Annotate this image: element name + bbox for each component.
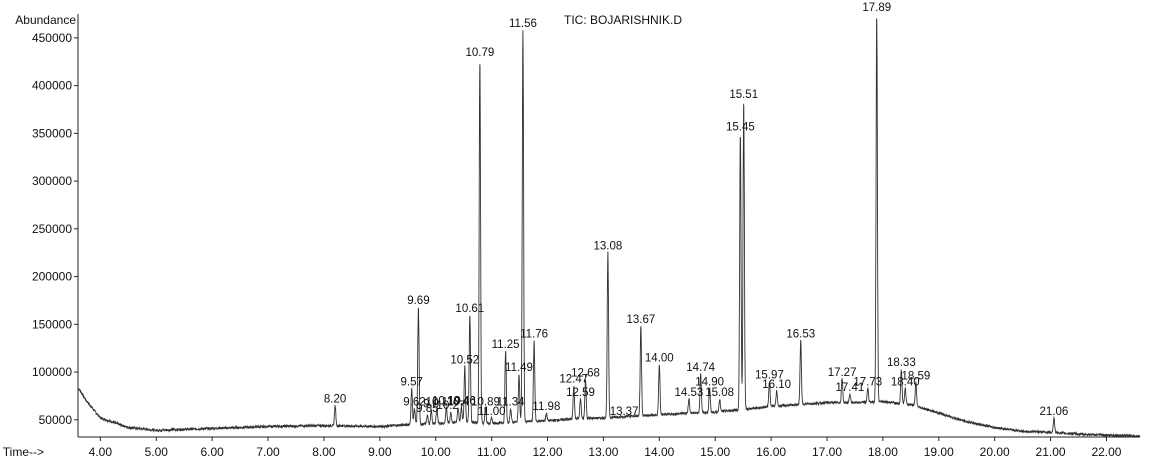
peak-label: 10.46 [447,395,476,407]
peak-label: 15.45 [726,121,755,133]
peak-label: 10.61 [455,303,484,315]
peak-label: 14.90 [695,376,724,388]
peak-label: 13.37 [610,406,639,418]
x-tick-label: 5.00 [145,445,169,459]
y-ticks: 50000 100000 150000 200000 250000 300000 35000… [32,31,78,427]
peak-label: 8.20 [324,393,346,405]
peak-label: 11.25 [492,339,520,351]
peak-label: 10.1 [426,396,448,408]
peak-label: 17.73 [853,376,882,388]
x-tick-label: 14.00 [644,445,674,459]
peak-label: 15.97 [755,370,784,382]
peak-label: 14.00 [645,352,674,364]
peak-label: 10.27 [436,400,465,412]
x-tick-label: 11.00 [477,445,506,459]
peak-label: 11.98 [532,401,560,413]
peak-label: 11.34 [497,396,526,408]
x-tick-label: 9.00 [368,445,392,459]
peak-label: 17.89 [862,2,891,14]
peak-label: 9.9 [423,398,439,410]
x-tick-label: 4.00 [89,445,113,459]
y-tick-label: 100000 [32,365,72,379]
peak-label: 17.41 [836,382,865,394]
peak-label: 18.33 [887,357,916,369]
x-ticks: 4.00 5.00 6.00 7.00 8.00 9.00 10.00 11.00 12.00 1… [89,437,1122,459]
y-tick-label: 350000 [32,126,72,140]
peak-label: 10.4 [447,396,470,408]
peak-label: 10.89 [471,396,500,408]
x-tick-label: 6.00 [200,445,224,459]
peak-label: 11.00 [478,406,506,418]
y-tick-label: 250000 [32,222,72,236]
x-tick-label: 12.00 [533,445,563,459]
x-tick-label: 21.00 [1036,445,1066,459]
peak-label: 12.68 [571,368,600,380]
x-axis-title: Time--> [3,445,44,459]
peak-label: 10.79 [465,47,494,59]
y-tick-label: 400000 [32,79,72,93]
peak-label: 9.57 [400,376,422,388]
peak-label: 17.27 [828,367,857,379]
x-tick-label: 7.00 [256,445,280,459]
x-tick-label: 16.00 [756,445,786,459]
x-tick-label: 8.00 [312,445,336,459]
y-tick-label: 450000 [32,31,72,45]
peak-label: 21.06 [1040,406,1069,418]
peak-label: 10.52 [450,354,479,366]
y-tick-label: 150000 [32,317,72,331]
peak-label: 11.56 [509,18,537,30]
peak-label: 18.40 [891,376,920,388]
peak-label: 14.53 [675,387,704,399]
peak-label: 14.74 [686,362,715,374]
peak-label: 13.08 [593,241,622,253]
peak-label: 12.47 [559,373,588,385]
x-tick-label: 18.00 [868,445,898,459]
peak-label: 11.76 [520,329,548,341]
peak-label: 16.10 [762,379,791,391]
peak-label: 15.08 [705,387,734,399]
y-tick-label: 300000 [32,174,72,188]
x-tick-label: 19.00 [924,445,954,459]
x-tick-label: 20.00 [980,445,1010,459]
peak-label: 11.49 [505,362,533,374]
y-axis-title: Abundance [15,13,76,27]
peak-label: 10.19 [432,395,461,407]
x-tick-label: 17.00 [812,445,842,459]
tic-trace-line [77,18,1141,439]
peak-label: 9.62 [403,396,425,408]
x-tick-label: 22.00 [1091,445,1121,459]
y-tick-label: 200000 [32,270,72,284]
peak-label: 16.53 [786,329,815,341]
peak-label: 13.67 [626,314,655,326]
peak-labels: 8.209.579.629.699.859.910.110.1910.2710.… [324,2,1068,418]
x-tick-label: 10.00 [421,445,451,459]
peak-label: 9.69 [407,295,429,307]
peak-label: 15.51 [729,89,758,101]
x-tick-label: 13.00 [588,445,618,459]
peak-label: 18.59 [901,371,930,383]
chart-title: TIC: BOJARISHNIK.D [564,13,682,27]
peak-label: 9.85 [416,403,438,415]
x-tick-label: 15.00 [700,445,730,459]
peak-label: 12.59 [566,387,595,399]
y-tick-label: 50000 [39,413,73,427]
